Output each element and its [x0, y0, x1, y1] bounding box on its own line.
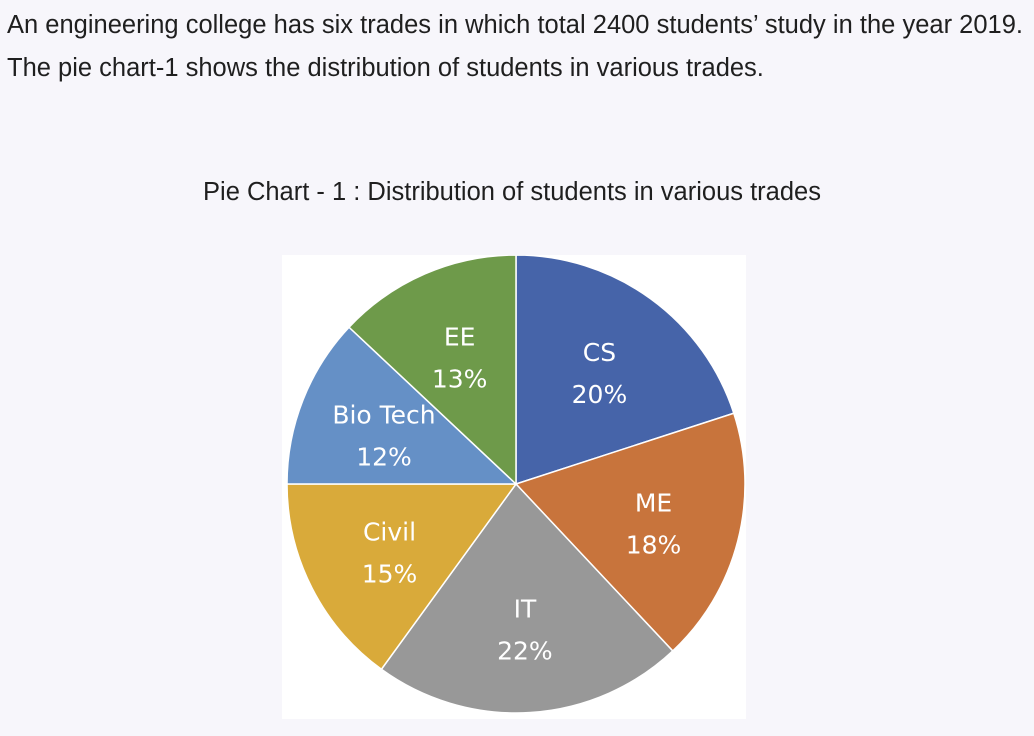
pie-slice-cs: [515, 255, 735, 486]
pie-slice-ee: [348, 255, 517, 486]
intro-paragraph: An engineering college has six trades in…: [7, 11, 1023, 82]
slice-name-ee: EE: [444, 323, 476, 352]
slice-value-it: 22%: [497, 637, 553, 666]
slice-name-bio-tech: Bio Tech: [332, 401, 435, 430]
slice-name-me: ME: [635, 488, 672, 517]
slice-value-cs: 20%: [572, 380, 628, 409]
pie-slice-me: [514, 412, 746, 652]
pie-chart: CS 20% ME 18% IT 22% Civil 15% Bio Tech 12% EE 13%: [286, 255, 746, 714]
slice-value-civil: 15%: [362, 559, 418, 588]
slice-value-me: 18%: [626, 530, 682, 559]
slice-name-cs: CS: [583, 338, 616, 367]
pie-slice-bio-tech: [286, 326, 518, 485]
pie-slice-civil: [286, 483, 518, 671]
slice-name-civil: Civil: [363, 517, 416, 546]
slice-value-bio-tech: 12%: [356, 443, 412, 472]
pie-chart-container: CS 20% ME 18% IT 22% Civil 15% Bio Tech 12% EE 13%: [282, 255, 746, 719]
slice-value-ee: 13%: [432, 365, 488, 394]
pie-slice-it: [380, 482, 674, 714]
slice-name-it: IT: [514, 595, 537, 624]
chart-title: Pie Chart - 1 : Distribution of students…: [203, 178, 821, 206]
